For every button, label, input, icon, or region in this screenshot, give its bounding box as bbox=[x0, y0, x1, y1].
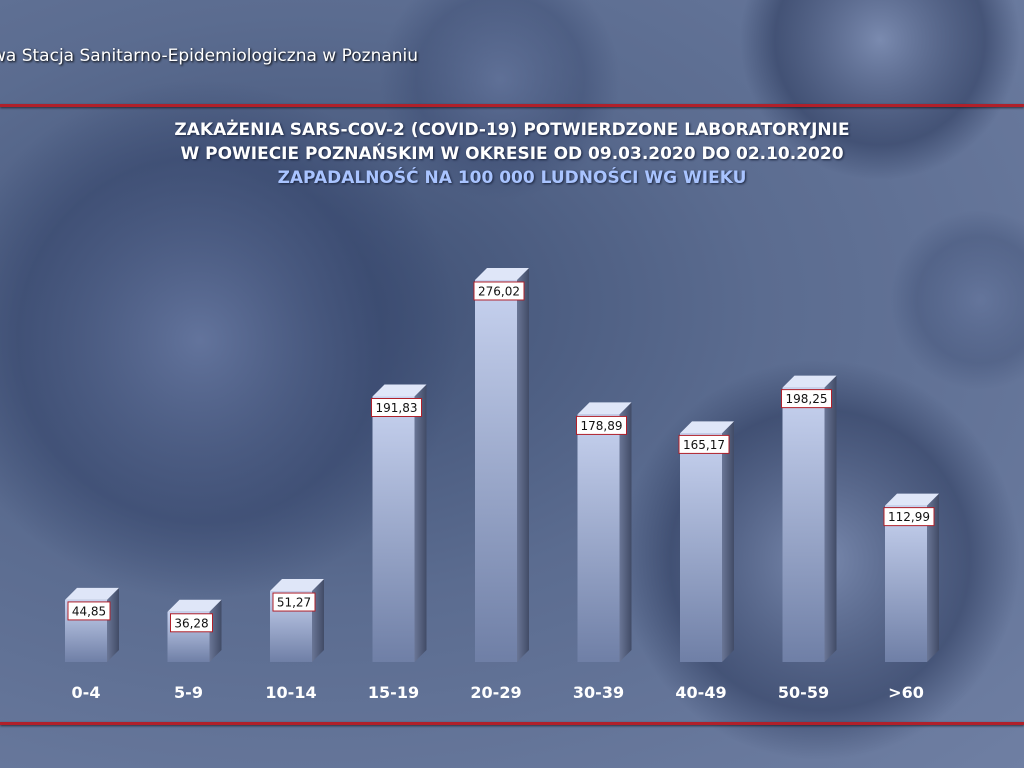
bar-30-39 bbox=[577, 402, 632, 662]
svg-text:44,85: 44,85 bbox=[72, 604, 106, 618]
bar-40-49 bbox=[680, 421, 734, 662]
top-divider bbox=[0, 104, 1024, 107]
value-label: 276,02 bbox=[473, 281, 525, 301]
bar-20-29 bbox=[475, 267, 529, 662]
value-label: 191,83 bbox=[371, 398, 422, 418]
bottom-divider bbox=[0, 722, 1024, 725]
svg-text:191,83: 191,83 bbox=[376, 401, 418, 415]
bar-50-59 bbox=[782, 375, 837, 662]
svg-text:178,89: 178,89 bbox=[581, 419, 623, 433]
svg-text:276,02: 276,02 bbox=[478, 284, 520, 298]
value-label: 51,27 bbox=[272, 592, 316, 612]
value-label: 165,17 bbox=[678, 434, 730, 454]
bar-15-19 bbox=[372, 384, 427, 662]
organization-name: wa Stacja Sanitarno-Epidemiologiczna w P… bbox=[0, 46, 419, 66]
svg-text:165,17: 165,17 bbox=[683, 438, 725, 452]
title-line-1: ZAKAŻENIA SARS-COV-2 (COVID-19) POTWIERD… bbox=[174, 120, 850, 140]
x-tick-label: 20-29 bbox=[470, 683, 521, 702]
svg-text:51,27: 51,27 bbox=[277, 596, 311, 610]
svg-text:36,28: 36,28 bbox=[174, 616, 208, 630]
x-tick-label: 5-9 bbox=[174, 683, 203, 702]
value-label: 198,25 bbox=[781, 389, 832, 409]
x-tick-label: 30-39 bbox=[573, 683, 624, 702]
x-tick-label: 0-4 bbox=[72, 683, 101, 702]
bar->60 bbox=[885, 493, 939, 662]
value-label: 112,99 bbox=[883, 507, 935, 527]
x-tick-label: 10-14 bbox=[265, 683, 316, 702]
x-tick-label: 50-59 bbox=[778, 683, 829, 702]
chart-title: ZAKAŻENIA SARS-COV-2 (COVID-19) POTWIERD… bbox=[0, 118, 1024, 190]
x-tick-label: >60 bbox=[888, 683, 924, 702]
bar-0-4 bbox=[65, 587, 119, 662]
x-tick-label: 15-19 bbox=[368, 683, 419, 702]
svg-text:198,25: 198,25 bbox=[786, 392, 828, 406]
title-line-2: W POWIECIE POZNAŃSKIM W OKRESIE OD 09.03… bbox=[180, 144, 844, 164]
bar-10-14 bbox=[270, 579, 324, 662]
value-label: 178,89 bbox=[576, 415, 627, 435]
x-tick-label: 40-49 bbox=[675, 683, 726, 702]
value-label: 44,85 bbox=[67, 601, 111, 621]
svg-text:112,99: 112,99 bbox=[888, 510, 930, 524]
value-label: 36,28 bbox=[170, 613, 213, 633]
title-line-3: ZAPADALNOŚĆ NA 100 000 LUDNOŚCI WG WIEKU bbox=[277, 168, 747, 188]
